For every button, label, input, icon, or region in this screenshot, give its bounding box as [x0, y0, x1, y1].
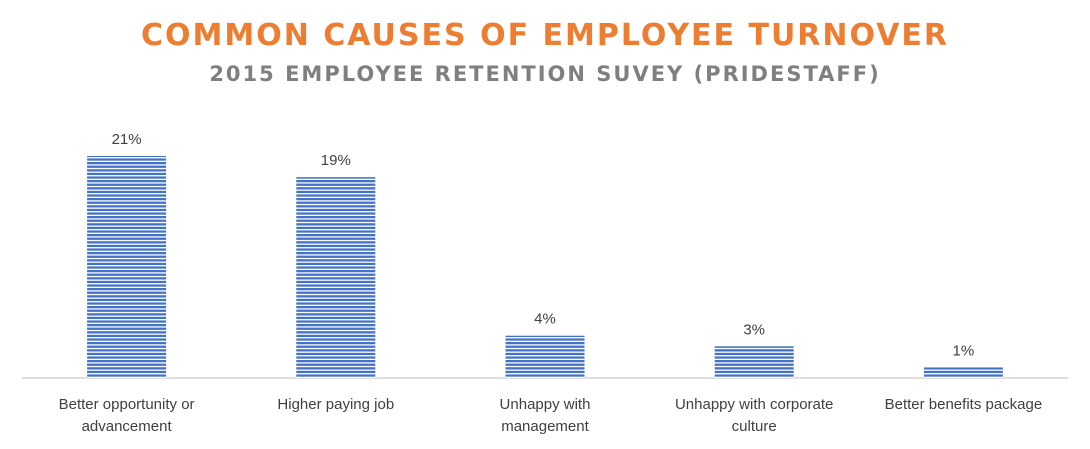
bar-1 — [87, 156, 167, 378]
data-label-1: 21% — [112, 131, 142, 148]
bar-2 — [296, 177, 376, 378]
data-label-3: 4% — [534, 311, 556, 328]
category-label-4: Unhappy with corporate culture — [675, 396, 833, 435]
bar-5 — [923, 367, 1003, 378]
data-label-4: 3% — [743, 321, 765, 338]
data-label-2: 19% — [321, 152, 351, 169]
category-label-5: Better benefits package — [885, 396, 1043, 413]
category-label-1: Better opportunity or advancement — [59, 396, 195, 435]
category-label-3: Unhappy with management — [500, 396, 591, 435]
chart-subtitle: 2015 EMPLOYEE RETENTION SUVEY (PRIDESTAF… — [209, 62, 881, 86]
chart-title: COMMON CAUSES OF EMPLOYEE TURNOVER — [140, 18, 950, 53]
category-label-2: Higher paying job — [277, 396, 394, 413]
data-label-5: 1% — [953, 342, 975, 359]
bar-3 — [505, 335, 585, 378]
bar-4 — [714, 346, 794, 378]
